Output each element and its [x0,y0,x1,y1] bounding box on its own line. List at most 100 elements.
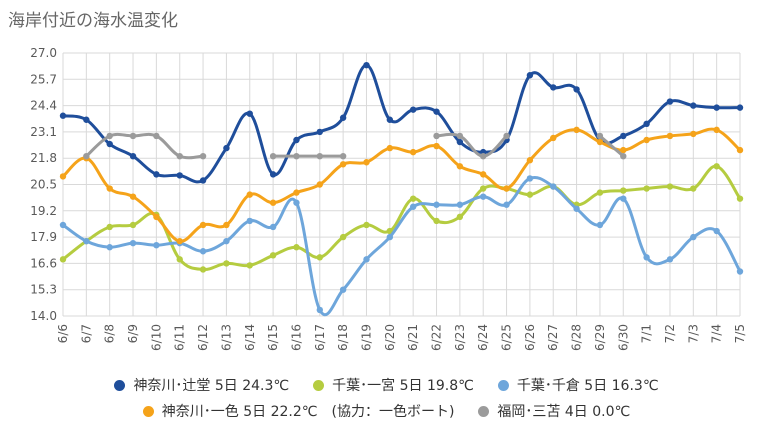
data-point-series-2 [269,223,277,231]
data-point-series-2 [83,237,90,245]
legend-label: 神奈川･一色 5日 22.2℃ (協力：一色ボート) [161,404,455,420]
x-tick-label: 6/11 [173,324,187,351]
x-tick-label: 6/26 [523,324,537,351]
data-point-series-0 [363,61,370,69]
data-point-series-0 [456,138,464,146]
x-tick-label: 7/3 [686,324,700,343]
data-point-series-2 [363,256,370,263]
legend-item: 千葉･一宮 5日 19.8℃ [313,375,474,395]
data-point-series-2 [59,221,67,229]
data-point-series-3 [620,146,627,154]
data-point-series-3 [596,138,604,146]
legend-marker [478,405,490,417]
data-point-series-1 [223,260,230,267]
data-point-series-2 [456,201,464,208]
data-point-series-3 [409,148,417,156]
data-point-series-2 [573,205,580,212]
data-point-series-3 [246,191,253,198]
data-point-series-3 [176,237,183,245]
data-point-series-4 [129,132,137,140]
x-tick-label: 6/23 [453,324,467,351]
x-tick-label: 6/16 [289,324,303,351]
data-point-series-3 [480,171,487,178]
data-point-series-2 [339,286,347,293]
data-point-series-1 [736,195,744,202]
data-point-series-2 [433,201,440,208]
data-point-series-0 [690,102,697,109]
data-point-series-0 [713,104,720,111]
x-tick-label: 6/25 [500,324,514,351]
y-tick-label: 17.9 [30,230,57,244]
data-point-series-3 [129,193,137,200]
data-point-series-1 [363,221,370,229]
data-point-series-0 [386,116,394,123]
data-point-series-0 [526,72,534,79]
data-point-series-0 [409,106,417,113]
data-point-series-3 [690,130,697,138]
data-point-series-1 [176,256,183,263]
series-line-4 [435,132,509,158]
data-point-series-3 [503,185,510,192]
data-point-series-0 [736,104,744,111]
series-line-4 [84,132,205,160]
data-point-series-0 [666,98,674,105]
data-point-series-0 [83,116,90,123]
data-point-series-3 [573,126,580,134]
data-point-series-4 [480,152,487,160]
data-point-series-4 [106,132,113,140]
data-point-series-2 [620,195,627,202]
data-point-series-3 [736,146,744,154]
series-line-2 [61,176,742,317]
data-point-series-1 [596,189,604,196]
data-point-series-0 [59,112,67,119]
legend-item: 神奈川･一色 5日 22.2℃ (協力：一色ボート) [142,401,455,421]
x-tick-label: 6/30 [616,324,630,351]
data-point-series-3 [59,173,67,180]
x-tick-label: 6/29 [593,324,607,351]
x-tick-label: 7/5 [733,324,747,343]
data-point-series-0 [106,140,113,148]
data-point-series-2 [316,306,323,314]
data-point-series-0 [643,120,650,128]
x-tick-label: 6/21 [406,324,420,351]
data-point-series-0 [293,136,300,144]
data-point-series-1 [199,266,207,273]
data-point-series-0 [223,144,230,152]
data-point-series-0 [176,172,183,179]
data-point-series-3 [666,132,674,140]
data-point-series-2 [713,227,720,235]
data-point-series-2 [503,201,510,208]
data-point-series-2 [246,217,253,225]
data-point-series-1 [666,183,674,190]
data-point-series-3 [106,185,113,192]
x-tick-label: 6/14 [243,324,257,351]
data-point-series-0 [129,152,137,160]
data-point-series-2 [386,233,394,241]
y-tick-label: 21.8 [30,151,57,165]
legend-label: 千葉･一宮 5日 19.8℃ [332,378,474,394]
data-point-series-0 [433,108,440,115]
data-point-series-2 [690,233,697,241]
data-point-series-3 [433,142,440,150]
data-point-series-1 [690,185,697,192]
data-point-series-0 [269,171,277,178]
data-point-series-3 [456,163,464,170]
legend-label: 千葉･千倉 5日 16.3℃ [516,378,659,394]
x-tick-label: 6/24 [476,324,490,351]
data-point-series-4 [83,152,90,160]
data-point-series-1 [620,187,627,194]
data-point-series-2 [666,256,674,263]
data-point-series-2 [106,244,113,251]
x-tick-label: 6/7 [79,324,93,343]
series-line-1 [61,164,742,271]
legend-item: 福岡･三苫 4日 0.0℃ [478,401,630,421]
x-tick-label: 6/9 [126,324,140,343]
data-point-series-4 [503,132,510,140]
data-point-series-2 [526,175,534,182]
data-point-series-4 [269,152,277,160]
data-point-series-1 [386,227,394,235]
data-point-series-0 [316,128,323,136]
data-point-series-1 [59,256,67,263]
data-point-series-1 [339,233,347,241]
